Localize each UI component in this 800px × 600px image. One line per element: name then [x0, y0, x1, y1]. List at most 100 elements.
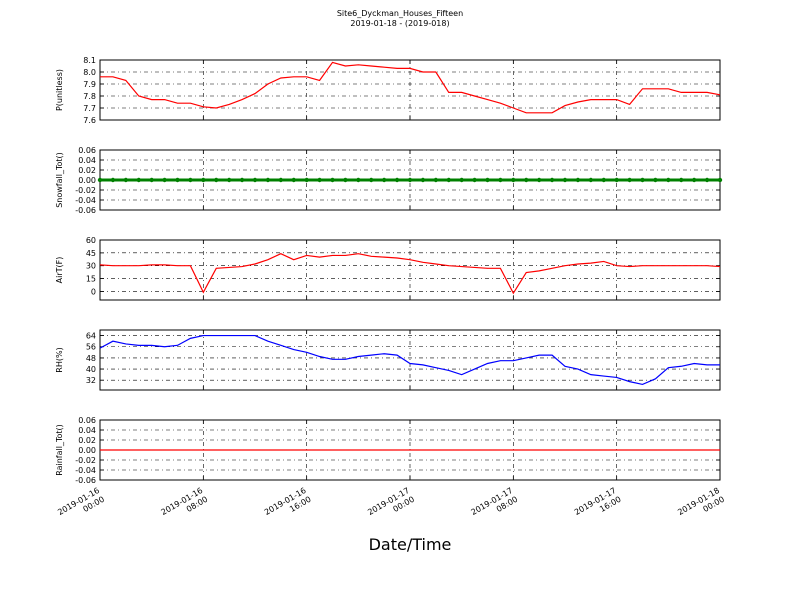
- plot-frame: [99, 59, 721, 121]
- data-point: [214, 177, 219, 183]
- data-point: [226, 177, 232, 183]
- data-point: [614, 177, 619, 183]
- y-tick-label: 0.04: [78, 426, 96, 435]
- data-point: [136, 177, 141, 183]
- y-tick-label: 48: [86, 354, 96, 363]
- x-tick-label: 2019-01-1708:00: [470, 486, 520, 526]
- data-point: [511, 177, 516, 183]
- y-tick-label: 40: [86, 365, 96, 374]
- data-point: [175, 177, 180, 183]
- data-point: [575, 177, 581, 183]
- data-point: [278, 177, 284, 183]
- data-point: [381, 177, 387, 183]
- y-tick-label: 30: [86, 262, 96, 271]
- y-tick-label: 7.7: [83, 104, 96, 113]
- y-tick-label: -0.04: [75, 196, 96, 205]
- data-point: [123, 177, 129, 183]
- data-point: [369, 177, 374, 183]
- x-tick-label: 2019-01-1800:00: [676, 486, 726, 526]
- data-point: [446, 177, 451, 183]
- y-tick-label: 0.02: [78, 436, 96, 445]
- data-point: [239, 177, 245, 183]
- data-point: [356, 177, 361, 183]
- y-axis-label: Rainfall_Tot(): [55, 424, 64, 476]
- data-point: [162, 177, 167, 183]
- chart-title: Site6_Dyckman_Houses_Fifteen: [337, 9, 463, 18]
- x-tick-label: 2019-01-1616:00: [263, 486, 313, 526]
- data-point: [188, 177, 193, 183]
- y-tick-label: 0.06: [78, 416, 96, 425]
- x-tick-label: 2019-01-1600:00: [56, 486, 106, 526]
- y-tick-label: 32: [86, 376, 96, 385]
- y-tick-label: 7.8: [83, 92, 96, 101]
- x-axis-label: Date/Time: [369, 535, 452, 554]
- subplot: 7.6 7.7 7.8 7.9 8.0 8.1 P(unitless): [55, 56, 721, 125]
- data-point: [627, 177, 632, 183]
- data-point: [97, 177, 103, 183]
- y-axis-label: AirT(F): [55, 257, 64, 284]
- plot-frame: [99, 239, 721, 301]
- data-point: [330, 177, 335, 183]
- data-point: [536, 177, 542, 183]
- y-tick-label: 0.00: [78, 446, 96, 455]
- y-tick-label: 7.6: [83, 116, 96, 125]
- plot-frame: [99, 329, 721, 391]
- data-point: [149, 177, 154, 183]
- data-point: [317, 177, 322, 183]
- y-tick-label: -0.06: [75, 206, 96, 215]
- y-tick-label: 0.04: [78, 156, 96, 165]
- y-tick-label: -0.02: [75, 456, 96, 465]
- data-point: [498, 177, 503, 183]
- data-point: [291, 177, 296, 183]
- y-tick-label: 64: [86, 332, 96, 341]
- y-tick-label: 8.0: [83, 68, 96, 77]
- data-point: [433, 177, 439, 183]
- y-tick-label: 7.9: [83, 80, 96, 89]
- data-point: [640, 177, 645, 183]
- subplot: 32 40 48 56 64 RH(%): [55, 329, 721, 391]
- subplot: -0.06-0.04-0.020.000.020.040.06 Rainfall_…: [55, 416, 726, 526]
- data-point: [524, 177, 529, 183]
- data-point: [343, 177, 348, 183]
- y-tick-label: 45: [86, 249, 96, 258]
- data-point: [420, 177, 426, 183]
- data-point: [265, 177, 271, 183]
- data-point: [407, 177, 413, 183]
- y-tick-label: -0.02: [75, 186, 96, 195]
- x-tick-label: 2019-01-1608:00: [160, 486, 210, 526]
- data-point: [549, 177, 555, 183]
- y-tick-label: 60: [86, 236, 96, 245]
- y-axis-label: RH(%): [55, 347, 64, 372]
- data-point: [110, 177, 116, 183]
- data-point: [666, 177, 671, 183]
- data-point: [472, 177, 477, 183]
- y-tick-label: 15: [86, 275, 96, 284]
- y-tick-label: 0: [91, 287, 96, 296]
- y-tick-label: 56: [86, 343, 96, 352]
- data-point: [717, 177, 723, 183]
- data-line: [100, 61, 721, 114]
- data-point: [485, 177, 490, 183]
- y-tick-label: 8.1: [83, 56, 96, 65]
- y-tick-label: -0.06: [75, 476, 96, 485]
- y-tick-label: 0.06: [78, 146, 96, 155]
- x-tick-label: 2019-01-1700:00: [366, 486, 416, 526]
- y-tick-label: 0.00: [78, 176, 96, 185]
- data-line: [99, 253, 721, 295]
- data-point: [201, 177, 206, 183]
- y-tick-label: 0.02: [78, 166, 96, 175]
- y-tick-label: -0.04: [75, 466, 96, 475]
- data-point: [704, 177, 710, 183]
- data-point: [304, 177, 309, 183]
- data-line: [99, 334, 720, 386]
- x-tick-label: 2019-01-1716:00: [573, 486, 623, 526]
- data-point: [394, 177, 400, 183]
- data-point: [601, 177, 606, 183]
- data-point: [679, 177, 684, 183]
- y-axis-label: P(unitless): [55, 69, 64, 111]
- subplot: 0 15 30 45 60 AirT(F): [55, 236, 721, 301]
- chart-subtitle: 2019-01-18 - (2019-018): [350, 19, 449, 28]
- data-point: [562, 177, 568, 183]
- data-point: [691, 177, 697, 183]
